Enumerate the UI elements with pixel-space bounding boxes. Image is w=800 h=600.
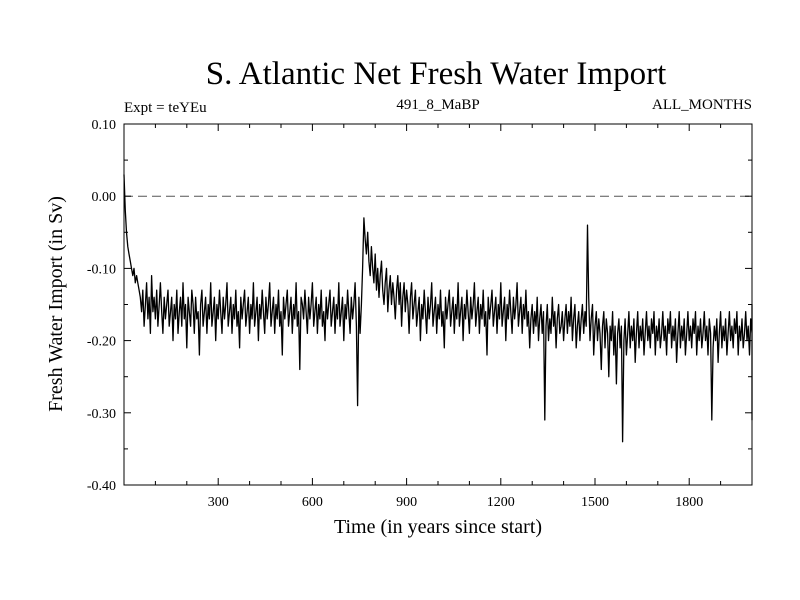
series-line-net-fresh-water-import <box>123 174 753 443</box>
y-tick-label: -0.20 <box>87 335 116 350</box>
period-label: 491_8_MaBP <box>396 97 479 113</box>
y-tick-label: 0.10 <box>92 118 117 133</box>
y-tick-label: -0.40 <box>87 479 116 494</box>
y-tick-label: 0.00 <box>92 190 117 205</box>
y-tick-label: -0.30 <box>87 407 116 422</box>
experiment-label: Expt = teYEu <box>124 100 207 116</box>
x-tick-label: 1500 <box>581 495 609 510</box>
y-axis-label: Fresh Water Import (in Sv) <box>45 196 67 412</box>
x-tick-label: 1800 <box>675 495 703 510</box>
x-axis: 300 600 900 1200 1500 1800 <box>154 124 722 510</box>
y-tick-label: -0.10 <box>87 262 116 277</box>
chart-title: S. Atlantic Net Fresh Water Import <box>206 56 667 92</box>
x-tick-label: 900 <box>396 495 417 510</box>
x-tick-label: 300 <box>208 495 229 510</box>
x-tick-label: 600 <box>302 495 323 510</box>
y-axis: -0.40 -0.30 -0.20 -0.10 0.00 0.10 <box>87 118 752 494</box>
x-axis-label: Time (in years since start) <box>334 516 542 538</box>
months-label: ALL_MONTHS <box>652 97 752 113</box>
x-tick-label: 1200 <box>487 495 515 510</box>
